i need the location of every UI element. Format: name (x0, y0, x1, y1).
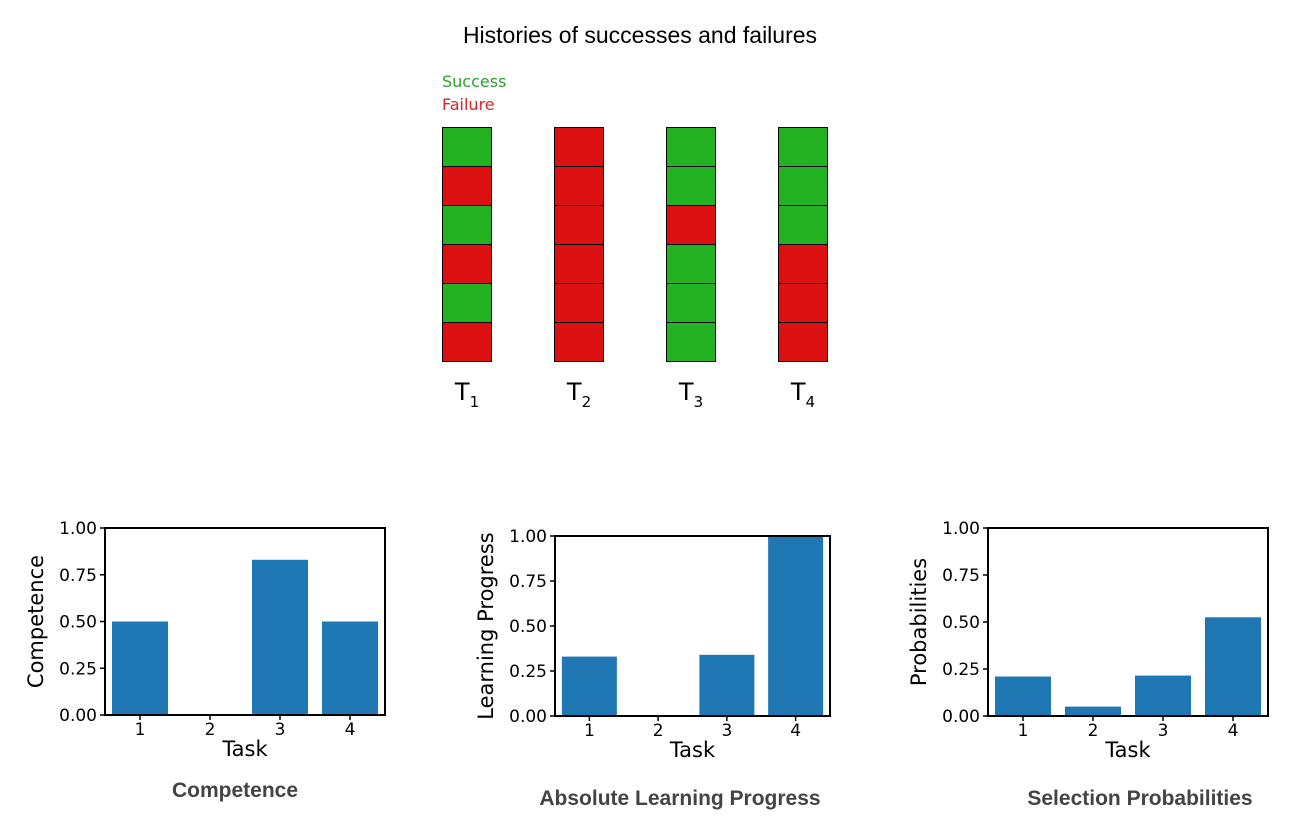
history-cell-success (666, 127, 716, 167)
y-tick-label: 0.00 (59, 706, 97, 726)
history-column-3 (666, 127, 716, 362)
bar-task-1 (561, 656, 617, 716)
y-tick-label: 0.25 (509, 662, 547, 682)
bar-task-3 (699, 654, 755, 716)
task-subscript: 2 (581, 393, 592, 411)
x-tick-label: 1 (135, 720, 146, 740)
history-cell-success (666, 323, 716, 362)
history-cell-failure (554, 167, 604, 206)
competence-chart: 0.00 0.25 0.50 0.75 1.00 1 2 3 4 Task Competence (24, 519, 386, 761)
x-tick-label: 3 (1158, 721, 1169, 741)
task-label-2: T2 (544, 378, 614, 411)
history-cell-failure (442, 167, 492, 206)
y-tick-label: 0.50 (942, 613, 980, 633)
bar-task-2 (1065, 706, 1121, 716)
bar-task-3 (1135, 675, 1191, 716)
y-tick-label: 0.75 (509, 572, 547, 592)
x-axis-label: Task (1104, 738, 1151, 762)
y-tick-label: 0.00 (942, 707, 980, 727)
history-cell-failure (554, 245, 604, 284)
bar-task-1 (995, 676, 1051, 716)
task-letter: T (566, 378, 582, 406)
task-label-1: T1 (432, 378, 502, 411)
history-cell-failure (442, 323, 492, 362)
history-column-2 (554, 127, 604, 362)
x-tick-label: 1 (1018, 721, 1029, 741)
y-tick-label: 0.25 (942, 660, 980, 680)
task-letter: T (454, 378, 470, 406)
bar-task-3 (252, 559, 308, 715)
x-tick-label: 3 (721, 721, 732, 741)
history-cell-failure (554, 127, 604, 167)
task-letter: T (678, 378, 694, 406)
x-tick-label: 4 (1228, 721, 1239, 741)
y-tick-label: 0.50 (59, 613, 97, 633)
task-subscript: 1 (469, 393, 480, 411)
x-tick-label: 2 (1088, 721, 1099, 741)
y-tick-label: 1.00 (942, 519, 980, 539)
history-cell-success (666, 245, 716, 284)
history-cell-failure (554, 323, 604, 362)
y-tick-label: 1.00 (59, 519, 97, 539)
y-axis-label: Learning Progress (474, 532, 498, 719)
x-tick-label: 2 (205, 720, 216, 740)
history-cell-failure (554, 206, 604, 245)
bar-task-4 (768, 536, 824, 716)
y-tick-label: 0.25 (59, 659, 97, 679)
history-cell-failure (666, 206, 716, 245)
history-cell-success (442, 206, 492, 245)
history-cell-success (442, 127, 492, 167)
history-cell-success (666, 167, 716, 206)
y-axis-label: Competence (24, 555, 48, 688)
history-cell-success (666, 284, 716, 323)
bar-task-1 (112, 621, 168, 715)
x-axis-label: Task (669, 738, 716, 762)
history-cell-failure (778, 323, 828, 362)
history-column-4 (778, 127, 828, 362)
history-cell-failure (442, 245, 492, 284)
bar-task-4 (322, 621, 378, 715)
y-axis-label: Probabilities (907, 558, 931, 686)
x-tick-label: 4 (345, 720, 356, 740)
history-cell-failure (554, 284, 604, 323)
bar-task-4 (1205, 617, 1261, 716)
y-tick-label: 1.00 (509, 527, 547, 547)
task-label-4: T4 (768, 378, 838, 411)
selection-probabilities-chart: 0.00 0.25 0.50 0.75 1.00 1 2 3 4 Task Probabilitie… (907, 519, 1269, 762)
task-letter: T (790, 378, 806, 406)
y-tick-label: 0.00 (509, 707, 547, 727)
task-subscript: 4 (805, 393, 816, 411)
legend-success: Success (442, 72, 507, 91)
panel-title-competence: Competence (171, 779, 299, 802)
task-label-3: T3 (656, 378, 726, 411)
history-cell-failure (778, 284, 828, 323)
y-tick-label: 0.50 (509, 617, 547, 637)
history-cell-success (778, 206, 828, 245)
x-tick-label: 2 (653, 721, 664, 741)
learning-progress-chart: 0.00 0.25 0.50 0.75 1.00 1 2 3 4 Task Learning Pro… (474, 527, 831, 762)
history-cell-failure (778, 245, 828, 284)
history-column-1 (442, 127, 492, 362)
histories-title: Histories of successes and failures (462, 22, 818, 48)
x-tick-label: 3 (275, 720, 286, 740)
y-tick-label: 0.75 (942, 566, 980, 586)
panel-title-learning-progress: Absolute Learning Progress (539, 787, 821, 810)
history-cell-success (442, 284, 492, 323)
y-tick-label: 0.75 (59, 566, 97, 586)
history-cell-success (778, 167, 828, 206)
x-tick-label: 1 (584, 721, 595, 741)
legend-failure: Failure (442, 95, 495, 114)
task-subscript: 3 (693, 393, 704, 411)
x-tick-label: 4 (790, 721, 801, 741)
panel-title-selection-probabilities: Selection Probabilities (1027, 787, 1253, 810)
x-axis-label: Task (221, 737, 268, 761)
history-cell-success (778, 127, 828, 167)
